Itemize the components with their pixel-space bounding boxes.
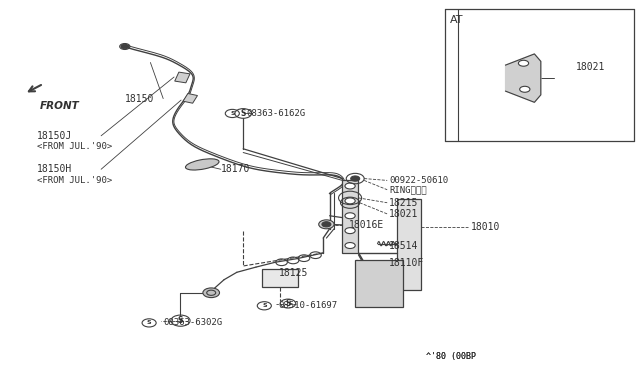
- Circle shape: [345, 183, 355, 189]
- Bar: [342, 180, 358, 253]
- Circle shape: [319, 220, 334, 229]
- Text: 18021: 18021: [576, 62, 605, 72]
- Text: FRONT: FRONT: [40, 101, 79, 111]
- Bar: [183, 93, 198, 103]
- Bar: [355, 260, 403, 307]
- Text: 18150: 18150: [125, 94, 154, 103]
- Text: S: S: [241, 109, 246, 118]
- Text: <FROM JUL.'90>: <FROM JUL.'90>: [37, 142, 113, 151]
- Text: 08363-6302G: 08363-6302G: [163, 318, 222, 327]
- Text: 18215: 18215: [389, 198, 419, 208]
- Text: S: S: [178, 316, 183, 325]
- Text: 00922-50610: 00922-50610: [389, 176, 448, 185]
- Text: S: S: [262, 303, 267, 308]
- Circle shape: [520, 86, 530, 92]
- Circle shape: [345, 213, 355, 219]
- Ellipse shape: [186, 159, 219, 170]
- Text: 18170: 18170: [221, 164, 250, 174]
- Text: 18150J: 18150J: [37, 131, 72, 141]
- Text: S: S: [285, 299, 291, 308]
- Polygon shape: [506, 54, 541, 102]
- Circle shape: [121, 44, 129, 49]
- Bar: [397, 199, 421, 290]
- Text: S: S: [230, 111, 235, 116]
- Text: 08510-61697: 08510-61697: [278, 301, 337, 310]
- Circle shape: [345, 228, 355, 234]
- Circle shape: [345, 198, 355, 204]
- Circle shape: [351, 176, 360, 181]
- Circle shape: [345, 243, 355, 248]
- Circle shape: [518, 60, 529, 66]
- Text: 18016E: 18016E: [349, 220, 384, 230]
- Text: RINGリング: RINGリング: [389, 185, 427, 194]
- Bar: [262, 269, 298, 287]
- Text: <FROM JUL.'90>: <FROM JUL.'90>: [37, 176, 113, 185]
- Text: ^'80 (00BP: ^'80 (00BP: [426, 352, 476, 361]
- Text: 18021: 18021: [389, 209, 419, 219]
- Bar: [175, 72, 190, 83]
- Text: AT: AT: [450, 15, 463, 25]
- Text: 18125: 18125: [278, 269, 308, 278]
- Text: 18010: 18010: [470, 222, 500, 232]
- Text: S: S: [147, 320, 152, 326]
- Text: 18150H: 18150H: [37, 164, 72, 174]
- Text: ^'80 (00BP: ^'80 (00BP: [426, 352, 476, 361]
- Text: 18514: 18514: [389, 241, 419, 250]
- Circle shape: [203, 288, 220, 298]
- Text: 18110F: 18110F: [389, 259, 424, 268]
- Circle shape: [322, 222, 331, 227]
- Text: 08363-6162G: 08363-6162G: [246, 109, 305, 118]
